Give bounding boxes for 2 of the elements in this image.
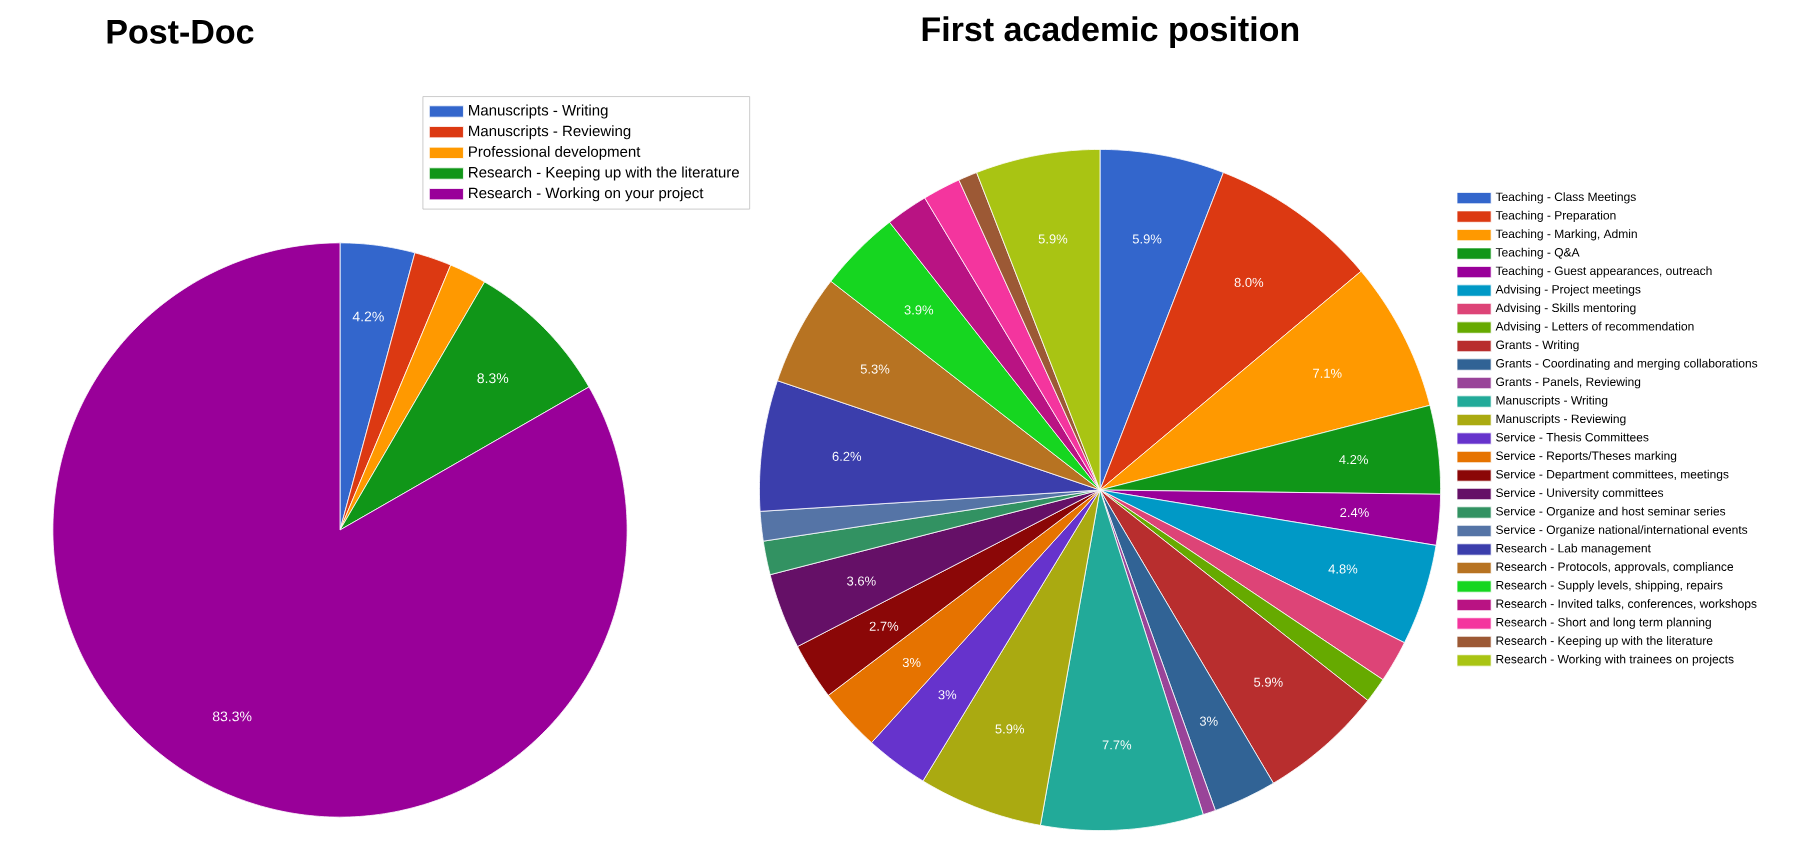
chart-title: First academic position	[922, 16, 1299, 49]
chart-title: Post-Doc	[107, 20, 254, 44]
